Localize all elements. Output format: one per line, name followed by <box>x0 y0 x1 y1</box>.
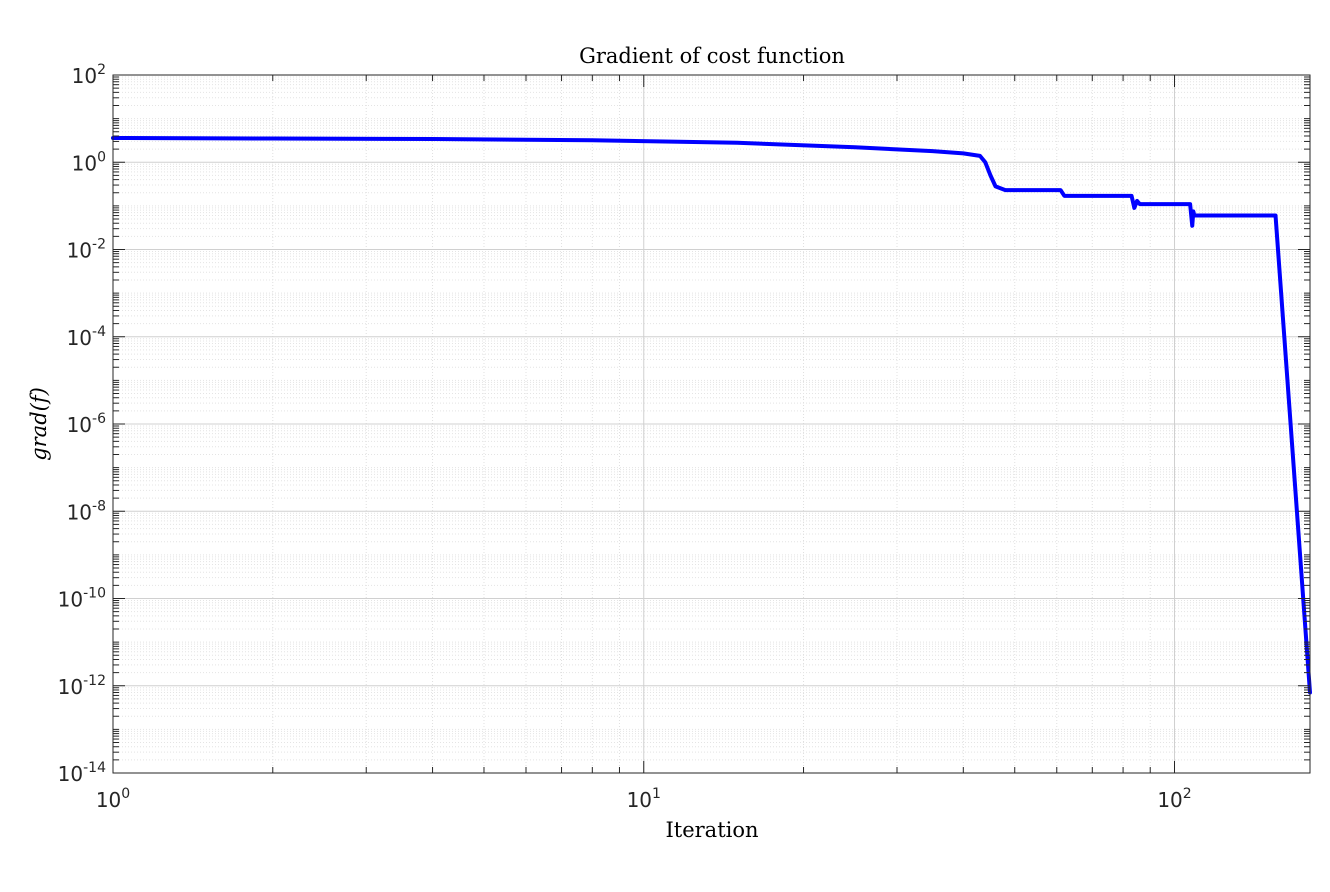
x-tick-label: 100 <box>96 786 130 812</box>
series-line <box>111 135 1312 695</box>
y-tick-label: 102 <box>72 62 106 88</box>
x-tick-label: 102 <box>1157 786 1191 812</box>
y-tick-label: 10-6 <box>67 411 107 437</box>
y-tick-label: 10-12 <box>58 673 106 699</box>
chart-title: Gradient of cost function <box>579 44 845 68</box>
y-tick-label: 10-8 <box>67 498 106 524</box>
series-layer <box>111 135 1312 695</box>
y-axis-label: grad(f) <box>27 387 51 461</box>
y-tick-label: 10-2 <box>67 237 106 263</box>
y-tick-label: 10-4 <box>67 324 107 350</box>
x-tick-label: 101 <box>627 786 661 812</box>
x-axis-label: Iteration <box>665 818 758 842</box>
x-tick-labels: 100 101 102 <box>96 786 1192 812</box>
y-tick-label: 10-14 <box>58 760 106 786</box>
y-tick-labels: 102 100 10-2 10-4 10-6 10-8 10-10 10-12 10-14 <box>58 62 106 786</box>
y-tick-label: 100 <box>72 149 106 175</box>
tick-marks <box>112 74 1310 774</box>
y-tick-label: 10-10 <box>58 586 106 612</box>
major-grid <box>112 74 1310 774</box>
